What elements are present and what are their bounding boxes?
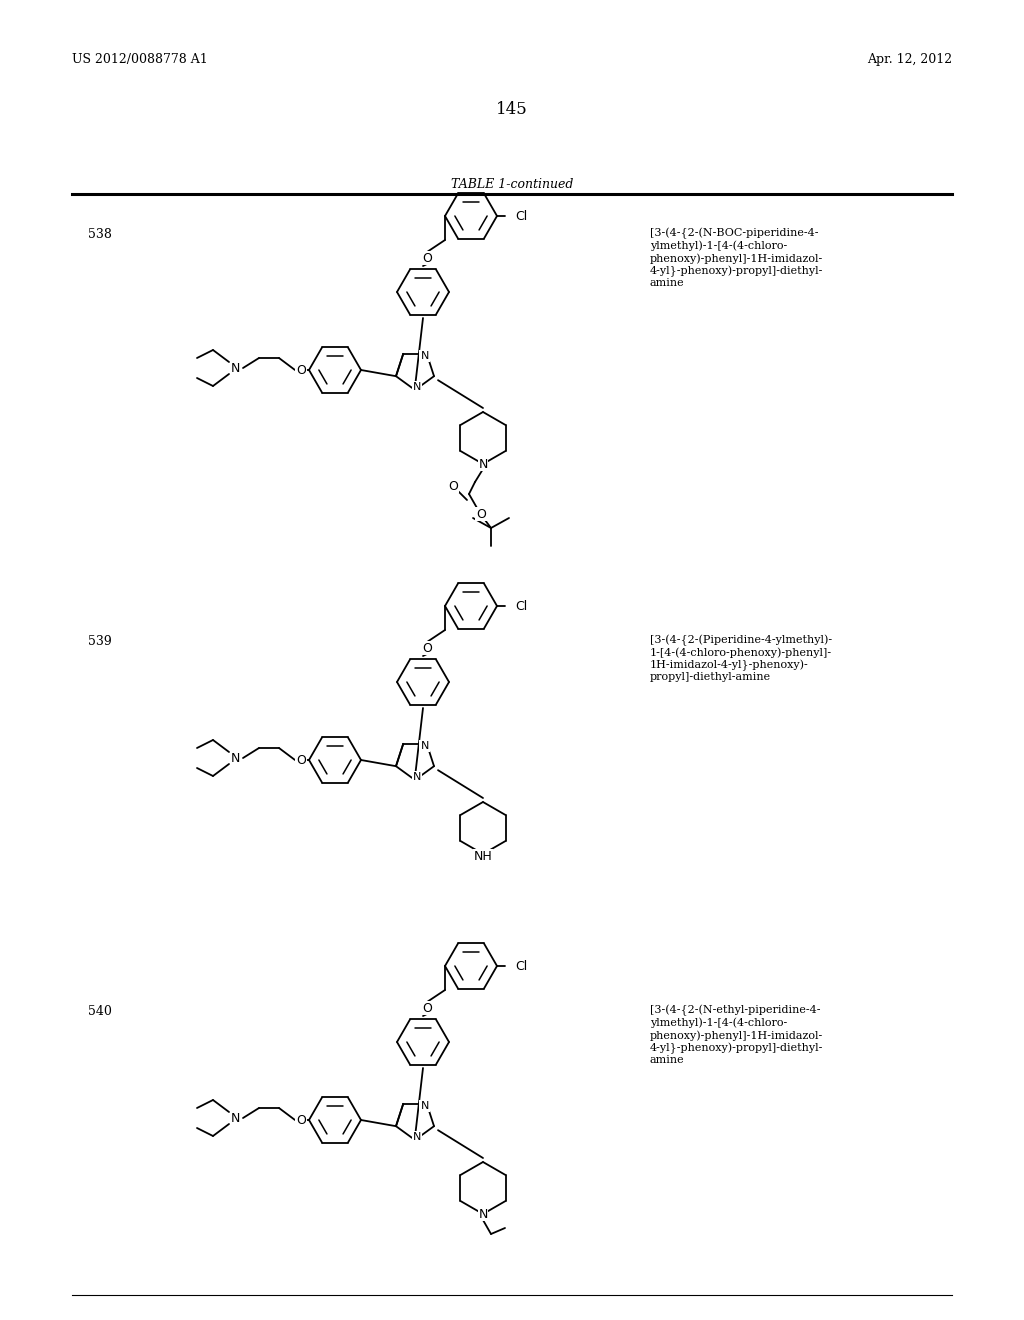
Text: O: O xyxy=(422,1002,432,1015)
Text: O: O xyxy=(422,642,432,655)
Text: O: O xyxy=(476,507,486,520)
Text: N: N xyxy=(413,772,421,781)
Text: Apr. 12, 2012: Apr. 12, 2012 xyxy=(867,54,952,66)
Text: O: O xyxy=(296,754,306,767)
Text: phenoxy)-phenyl]-1H-imidazol-: phenoxy)-phenyl]-1H-imidazol- xyxy=(650,1030,823,1040)
Text: 1-[4-(4-chloro-phenoxy)-phenyl]-: 1-[4-(4-chloro-phenoxy)-phenyl]- xyxy=(650,648,833,659)
Text: N: N xyxy=(413,381,421,392)
Text: [3-(4-{2-(N-ethyl-piperidine-4-: [3-(4-{2-(N-ethyl-piperidine-4- xyxy=(650,1005,820,1016)
Text: N: N xyxy=(421,741,429,751)
Text: Cl: Cl xyxy=(515,210,527,223)
Text: 538: 538 xyxy=(88,228,112,242)
Text: 540: 540 xyxy=(88,1005,112,1018)
Text: US 2012/0088778 A1: US 2012/0088778 A1 xyxy=(72,54,208,66)
Text: 4-yl}-phenoxy)-propyl]-diethyl-: 4-yl}-phenoxy)-propyl]-diethyl- xyxy=(650,1043,823,1053)
Text: N: N xyxy=(478,1208,487,1221)
Text: 1H-imidazol-4-yl}-phenoxy)-: 1H-imidazol-4-yl}-phenoxy)- xyxy=(650,660,809,672)
Text: N: N xyxy=(230,362,240,375)
Text: N: N xyxy=(230,1111,240,1125)
Text: TABLE 1-continued: TABLE 1-continued xyxy=(451,177,573,190)
Text: propyl]-diethyl-amine: propyl]-diethyl-amine xyxy=(650,672,771,682)
Text: O: O xyxy=(422,252,432,264)
Text: [3-(4-{2-(N-BOC-piperidine-4-: [3-(4-{2-(N-BOC-piperidine-4- xyxy=(650,228,818,239)
Text: N: N xyxy=(413,1133,421,1142)
Text: phenoxy)-phenyl]-1H-imidazol-: phenoxy)-phenyl]-1H-imidazol- xyxy=(650,253,823,264)
Text: ylmethyl)-1-[4-(4-chloro-: ylmethyl)-1-[4-(4-chloro- xyxy=(650,240,787,251)
Text: O: O xyxy=(296,363,306,376)
Text: amine: amine xyxy=(650,279,685,288)
Text: N: N xyxy=(478,458,487,470)
Text: N: N xyxy=(421,1101,429,1111)
Text: amine: amine xyxy=(650,1055,685,1065)
Text: ylmethyl)-1-[4-(4-chloro-: ylmethyl)-1-[4-(4-chloro- xyxy=(650,1018,787,1028)
Text: Cl: Cl xyxy=(515,599,527,612)
Text: 539: 539 xyxy=(88,635,112,648)
Text: [3-(4-{2-(Piperidine-4-ylmethyl)-: [3-(4-{2-(Piperidine-4-ylmethyl)- xyxy=(650,635,833,647)
Text: O: O xyxy=(296,1114,306,1126)
Text: 4-yl}-phenoxy)-propyl]-diethyl-: 4-yl}-phenoxy)-propyl]-diethyl- xyxy=(650,265,823,277)
Text: N: N xyxy=(421,351,429,360)
Text: Cl: Cl xyxy=(515,960,527,973)
Text: 145: 145 xyxy=(496,102,528,119)
Text: N: N xyxy=(230,751,240,764)
Text: O: O xyxy=(449,479,458,492)
Text: NH: NH xyxy=(474,850,493,862)
